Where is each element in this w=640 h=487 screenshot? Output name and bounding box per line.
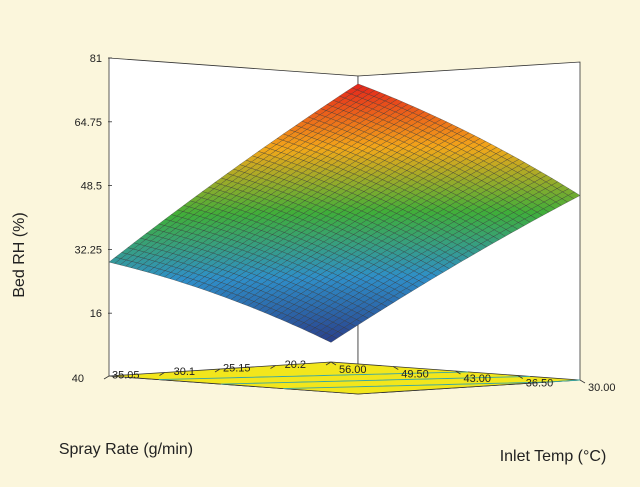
x-tick-label: 49.50 xyxy=(401,369,429,381)
z-tick-label: 32.25 xyxy=(74,244,102,256)
x-tick-label: 36.50 xyxy=(526,378,554,390)
z-tick-label: 81 xyxy=(90,53,102,65)
x-tick-label: 43.00 xyxy=(464,373,492,385)
x-tick xyxy=(517,375,523,379)
z-tick-label: 16 xyxy=(90,308,102,320)
floor-plane xyxy=(108,361,581,395)
y-tick-label: 30.1 xyxy=(174,366,195,378)
x-tick xyxy=(455,370,461,375)
y-tick xyxy=(103,375,110,380)
y-tick-label: 35.05 xyxy=(112,370,140,382)
z-tick-label: 48.5 xyxy=(81,181,102,193)
z-axis-label: Bed RH (%) xyxy=(11,212,28,297)
x-tick xyxy=(330,361,337,366)
floor-contour xyxy=(221,375,531,385)
x-tick xyxy=(579,379,586,384)
y-tick xyxy=(214,368,221,373)
y-tick xyxy=(325,361,332,366)
floor-contour xyxy=(283,379,581,390)
x-axis-label: Inlet Temp (°C) xyxy=(500,448,607,465)
y-tick xyxy=(159,372,165,376)
z-tick-label: 64.75 xyxy=(74,117,102,129)
x-tick xyxy=(393,366,399,370)
x-tick-label: 56.00 xyxy=(339,364,367,376)
y-tick-label: 25.15 xyxy=(223,363,251,375)
y-tick xyxy=(270,365,276,369)
y-tick-label: 20.2 xyxy=(285,359,306,371)
y-axis-label: Spray Rate (g/min) xyxy=(59,441,193,458)
floor-contour xyxy=(158,371,469,381)
surface-facet xyxy=(324,335,338,343)
x-tick-label: 30.00 xyxy=(588,382,616,394)
y-tick-label: 40 xyxy=(72,373,84,385)
